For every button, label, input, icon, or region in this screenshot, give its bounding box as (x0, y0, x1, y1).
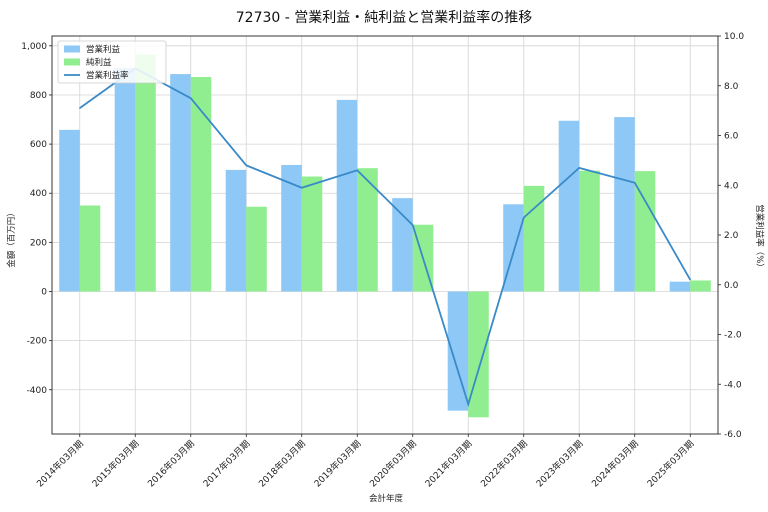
bar-純利益-2014年03月期 (79, 205, 101, 292)
bar-純利益-2017年03月期 (246, 206, 267, 292)
bar-純利益-2018年03月期 (301, 176, 323, 292)
bar-純利益-2016年03月期 (190, 77, 212, 292)
bar-営業利益-2018年03月期 (281, 164, 302, 292)
ratio-point-2017年03月期 (245, 164, 247, 166)
y2-tick-label: 8.0 (724, 82, 739, 92)
legend-label-営業利益: 営業利益 (86, 44, 121, 55)
x-tick-label: 2018年03月期 (256, 438, 308, 490)
chart-title: 72730 - 営業利益・純利益と営業利益率の推移 (236, 9, 533, 26)
bar-営業利益-2016年03月期 (170, 74, 191, 292)
bar-営業利益-2023年03月期 (558, 120, 580, 292)
bar-営業利益-2025年03月期 (669, 281, 691, 292)
ratio-point-2016年03月期 (190, 97, 192, 99)
x-axis-label: 会計年度 (369, 493, 404, 504)
x-tick-label: 2017年03月期 (200, 438, 252, 490)
y-tick-label: -400 (27, 386, 48, 396)
ratio-point-2018年03月期 (301, 187, 303, 189)
bar-営業利益-2020年03月期 (392, 198, 413, 292)
y-tick-label: -200 (27, 337, 48, 347)
bars (59, 54, 711, 418)
y2-tick-label: 4.0 (724, 181, 739, 191)
x-tick-label: 2025年03月期 (644, 438, 696, 490)
bar-営業利益-2015年03月期 (114, 67, 136, 292)
legend-swatch-純利益 (64, 58, 80, 66)
x-tick-label: 2021年03月期 (422, 438, 474, 490)
x-tick-label: 2014年03月期 (34, 438, 86, 490)
ratio-point-2014年03月期 (79, 107, 81, 109)
y2-axis-label: 営業利益率（%） (754, 204, 765, 272)
bar-純利益-2025年03月期 (690, 280, 711, 292)
ratio-point-2020年03月期 (412, 224, 414, 226)
y2-tick-label: -4.0 (724, 380, 742, 390)
legend-swatch-営業利益 (64, 45, 80, 53)
x-tick-label: 2022年03月期 (478, 438, 530, 490)
bar-純利益-2019年03月期 (357, 168, 378, 292)
x-tick-label: 2016年03月期 (145, 438, 197, 490)
x-tick-label: 2024年03月期 (589, 438, 641, 490)
x-tick-label: 2023年03月期 (533, 438, 585, 490)
legend-label-純利益: 純利益 (86, 57, 112, 68)
bar-純利益-2024年03月期 (634, 171, 656, 292)
y2-tick-label: -6.0 (724, 430, 742, 440)
bar-営業利益-2017年03月期 (225, 169, 247, 292)
y2-tick-label: 0.0 (724, 281, 739, 291)
ratio-line (79, 67, 692, 408)
y-axis-label: 金額（百万円） (6, 208, 17, 268)
ratio-point-2023年03月期 (578, 167, 580, 169)
y2-tick-label: 2.0 (724, 231, 739, 241)
y-tick-label: 600 (30, 140, 47, 150)
y2-tick-label: 6.0 (724, 132, 739, 142)
bar-純利益-2023年03月期 (579, 170, 600, 292)
x-tick-label: 2020年03月期 (367, 438, 419, 490)
bar-営業利益-2024年03月期 (614, 117, 635, 292)
bar-純利益-2015年03月期 (135, 54, 156, 292)
y2-tick-label: 10.0 (724, 32, 744, 42)
ratio-polyline (79, 67, 692, 408)
bar-純利益-2021年03月期 (468, 291, 489, 418)
legend-label-営業利益率: 営業利益率 (86, 70, 129, 81)
bar-営業利益-2021年03月期 (447, 291, 469, 411)
ratio-point-2025年03月期 (689, 279, 691, 281)
legend-box (57, 40, 167, 84)
x-tick-label: 2019年03月期 (311, 438, 363, 490)
y2-tick-label: -2.0 (724, 331, 742, 341)
y-tick-label: 400 (30, 189, 47, 199)
y-tick-label: 200 (30, 238, 47, 248)
ratio-point-2021年03月期 (467, 403, 469, 405)
x-tick-label: 2015年03月期 (89, 438, 141, 490)
y-tick-label: 0 (41, 288, 47, 298)
bar-営業利益-2014年03月期 (59, 129, 80, 292)
ratio-point-2022年03月期 (523, 216, 525, 219)
ratio-point-2019年03月期 (356, 169, 358, 171)
ratio-point-2024年03月期 (634, 182, 636, 184)
y-tick-label: 1,000 (21, 42, 47, 52)
bar-営業利益-2019年03月期 (336, 99, 358, 292)
y-tick-label: 800 (30, 91, 47, 101)
